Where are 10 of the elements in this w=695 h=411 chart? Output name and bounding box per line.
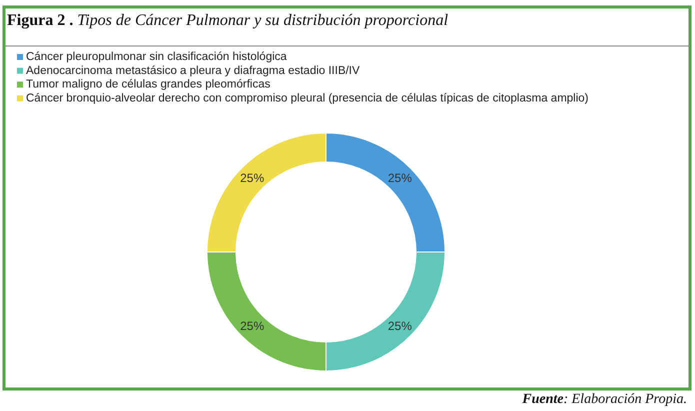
- legend-label: Cáncer pleuropulmonar sin clasificación histológica: [26, 51, 288, 63]
- data-label: 25%: [240, 171, 264, 186]
- source-note: Fuente: Elaboración Propia.: [521, 392, 687, 407]
- data-label: 25%: [388, 171, 412, 186]
- legend-label: Tumor maligno de células grandes pleomórficas: [26, 78, 271, 91]
- chart-title: Figura 2 . Tipos de Cáncer Pulmonar y su distribución proporcional: [7, 12, 449, 29]
- data-label: 25%: [388, 318, 412, 333]
- data-label: 25%: [240, 318, 264, 333]
- legend-label: Adenocarcinoma metastásico a pleura y diafragma estadio IIIB/IV: [26, 64, 360, 77]
- legend-label: Cáncer bronquio-alveolar derecho con compromiso pleural (presencia de células típicas de citoplasma amplio): [26, 92, 589, 104]
